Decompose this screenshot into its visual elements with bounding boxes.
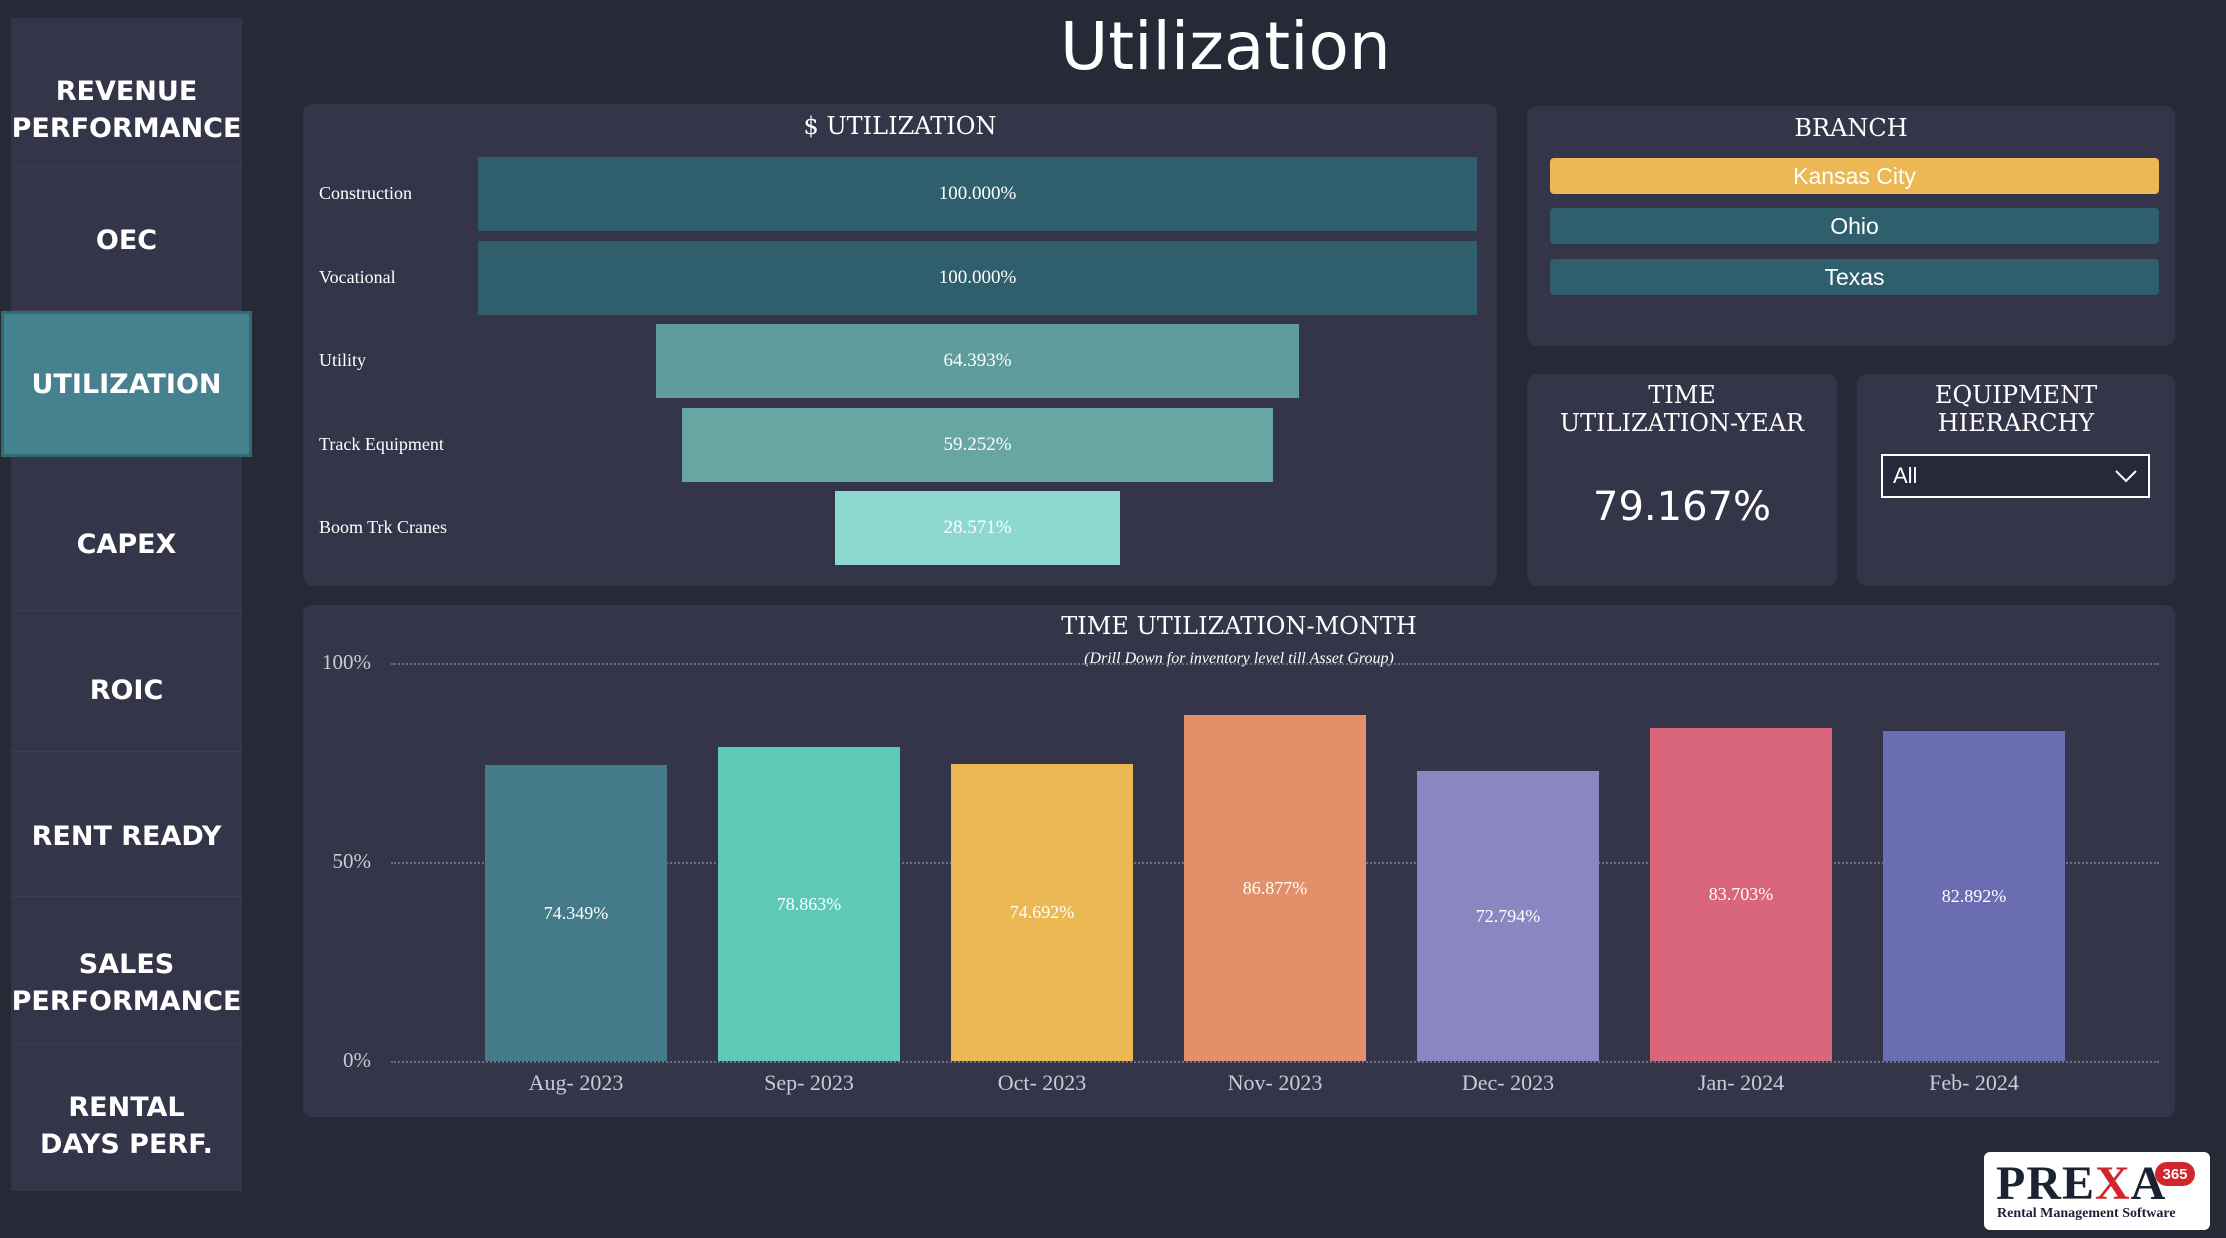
- nav-divider: [11, 896, 242, 897]
- equipment-hierarchy-select[interactable]: All: [1881, 454, 2150, 498]
- funnel-label: Utility: [319, 350, 367, 370]
- chart-bar[interactable]: 83.703%: [1650, 727, 1832, 1061]
- x-tick-label: Feb- 2024: [1929, 1070, 2019, 1095]
- funnel-row[interactable]: Boom Trk Cranes 28.571%: [303, 491, 1497, 565]
- funnel-bar[interactable]: 28.571%: [835, 491, 1120, 565]
- nav-divider: [11, 751, 242, 752]
- chart-subtitle[interactable]: (Drill Down for inventory level till Ass…: [1084, 650, 1394, 667]
- select-value: All: [1893, 463, 1918, 488]
- x-tick-label: Jan- 2024: [1697, 1070, 1785, 1095]
- bar-value-label: 83.703%: [1708, 883, 1774, 904]
- x-tick-label: Sep- 2023: [764, 1070, 854, 1095]
- funnel-label: Boom Trk Cranes: [319, 517, 448, 537]
- bar-value-label: 78.863%: [776, 893, 842, 914]
- nav-divider: [11, 1043, 242, 1044]
- funnel-row[interactable]: Track Equipment 59.252%: [303, 408, 1497, 482]
- chevron-down-icon: [2115, 470, 2137, 483]
- nav-divider: [11, 610, 242, 611]
- logo-badge: 365: [2155, 1162, 2195, 1186]
- chart-title: TIME UTILIZATION-MONTH: [1061, 612, 1417, 640]
- chart-bar[interactable]: 82.892%: [1883, 731, 2065, 1061]
- page-title: Utilization: [1060, 8, 1391, 85]
- branch-option-kansas-city[interactable]: Kansas City: [1550, 158, 2159, 194]
- funnel-row[interactable]: Vocational 100.000%: [303, 241, 1497, 315]
- equipment-hierarchy-title-line2: HIERARCHY: [1937, 409, 2095, 437]
- y-tick-label: 100%: [322, 650, 371, 674]
- chart-bar[interactable]: 86.877%: [1184, 715, 1366, 1061]
- sidebar-nav: REVENUE PERFORMANCE OEC CAPEX ROIC RENT …: [11, 18, 242, 1191]
- chart-bar[interactable]: 78.863%: [718, 747, 900, 1061]
- nav-sales-performance[interactable]: SALES PERFORMANCE: [11, 949, 242, 1017]
- nav-divider: [11, 310, 242, 311]
- x-tick-label: Dec- 2023: [1461, 1070, 1555, 1095]
- branch-panel: BRANCH Kansas City Ohio Texas: [1527, 106, 2175, 346]
- funnel-bar[interactable]: 100.000%: [478, 241, 1477, 315]
- funnel-label: Vocational: [319, 267, 396, 287]
- nav-capex[interactable]: CAPEX: [76, 528, 177, 560]
- nav-revenue-performance[interactable]: REVENUE PERFORMANCE: [11, 76, 242, 144]
- funnel-bar[interactable]: 59.252%: [682, 408, 1273, 482]
- chart-bar[interactable]: 72.794%: [1417, 771, 1599, 1061]
- kpi-title-line2: UTILIZATION-YEAR: [1559, 409, 1805, 437]
- funnel-bar[interactable]: 100.000%: [478, 157, 1477, 231]
- nav-divider: [11, 166, 242, 167]
- nav-rent-ready[interactable]: RENT READY: [31, 820, 222, 852]
- logo-tagline: Rental Management Software: [1997, 1206, 2176, 1221]
- bar-value-label: 74.349%: [543, 902, 609, 923]
- kpi-value: 79.167%: [1593, 484, 1771, 530]
- nav-rental-days-perf[interactable]: RENTAL DAYS PERF.: [40, 1092, 213, 1160]
- funnel-label: Construction: [319, 183, 412, 203]
- gridline: [391, 663, 2159, 665]
- logo-wordmark: PREXA: [1996, 1157, 2167, 1210]
- dollar-utilization-title: $ UTILIZATION: [803, 112, 997, 140]
- time-utilization-month-panel: TIME UTILIZATION-MONTH (Drill Down for i…: [303, 605, 2175, 1117]
- bar-value-label: 72.794%: [1475, 905, 1541, 926]
- funnel-label: Track Equipment: [319, 434, 444, 454]
- prexa-logo: PREXA 365 Rental Management Software: [1984, 1152, 2210, 1230]
- bar-value-label: 74.692%: [1009, 901, 1075, 922]
- funnel-row[interactable]: Construction 100.000%: [303, 157, 1497, 231]
- time-utilization-year-card: TIME UTILIZATION-YEAR 79.167%: [1527, 374, 1837, 586]
- kpi-title-line1: TIME: [1648, 381, 1716, 409]
- bar-value-label: 82.892%: [1941, 885, 2007, 906]
- x-tick-label: Nov- 2023: [1227, 1070, 1323, 1095]
- equipment-hierarchy-title-line1: EQUIPMENT: [1934, 381, 2098, 409]
- nav-utilization[interactable]: UTILIZATION: [1, 311, 252, 457]
- y-tick-label: 0%: [343, 1048, 371, 1072]
- x-tick-label: Oct- 2023: [997, 1070, 1087, 1095]
- chart-bar[interactable]: 74.349%: [485, 765, 667, 1061]
- chart-bar[interactable]: 74.692%: [951, 763, 1133, 1061]
- funnel-row[interactable]: Utility 64.393%: [303, 324, 1497, 398]
- equipment-hierarchy-panel: EQUIPMENT HIERARCHY All: [1857, 374, 2175, 586]
- y-tick-label: 50%: [332, 849, 372, 873]
- x-tick-label: Aug- 2023: [528, 1070, 624, 1095]
- branch-option-ohio[interactable]: Ohio: [1550, 208, 2159, 244]
- dollar-utilization-panel: $ UTILIZATION Construction 100.000% Voca…: [303, 104, 1497, 586]
- branch-title: BRANCH: [1794, 114, 1908, 142]
- branch-option-texas[interactable]: Texas: [1550, 259, 2159, 295]
- gridline: [391, 1061, 2159, 1063]
- nav-roic[interactable]: ROIC: [89, 674, 164, 706]
- nav-oec[interactable]: OEC: [95, 224, 158, 256]
- bar-value-label: 86.877%: [1242, 877, 1308, 898]
- funnel-bar[interactable]: 64.393%: [656, 324, 1299, 398]
